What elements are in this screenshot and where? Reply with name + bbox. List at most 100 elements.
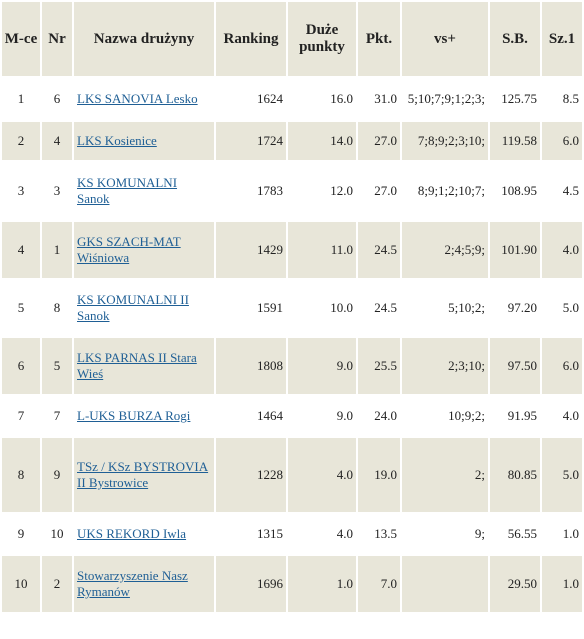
cell-big-points: 12.0 <box>288 162 356 220</box>
cell-nr: 1 <box>42 222 72 278</box>
cell-vs: 5;10;2; <box>402 280 488 336</box>
cell-points: 13.5 <box>358 514 400 554</box>
cell-sz1: 1.0 <box>542 556 582 612</box>
table-row: 5 8 KS KOMUNALNI II Sanok 1591 10.0 24.5… <box>2 280 582 336</box>
cell-place: 3 <box>2 162 40 220</box>
cell-vs: 2;4;5;9; <box>402 222 488 278</box>
table-row: 7 7 L-UKS BURZA Rogi 1464 9.0 24.0 10;9;… <box>2 396 582 436</box>
header-row: M-ce Nr Nazwa drużyny Ranking Duże punkt… <box>2 2 582 76</box>
cell-vs: 8;9;1;2;10;7; <box>402 162 488 220</box>
table-row: 6 5 LKS PARNAS II Stara Wieś 1808 9.0 25… <box>2 338 582 394</box>
cell-place: 6 <box>2 338 40 394</box>
cell-nr: 7 <box>42 396 72 436</box>
cell-points: 25.5 <box>358 338 400 394</box>
cell-points: 27.0 <box>358 122 400 160</box>
col-header-team: Nazwa drużyny <box>74 2 214 76</box>
cell-ranking: 1228 <box>216 438 286 512</box>
col-header-vs: vs+ <box>402 2 488 76</box>
cell-team: LKS SANOVIA Lesko <box>74 78 214 120</box>
cell-team: GKS SZACH-MAT Wiśniowa <box>74 222 214 278</box>
team-link[interactable]: LKS Kosienice <box>77 133 157 148</box>
cell-vs: 7;8;9;2;3;10; <box>402 122 488 160</box>
cell-nr: 10 <box>42 514 72 554</box>
cell-sb: 97.20 <box>490 280 540 336</box>
cell-ranking: 1724 <box>216 122 286 160</box>
cell-team: KS KOMUNALNI Sanok <box>74 162 214 220</box>
cell-sz1: 6.0 <box>542 122 582 160</box>
cell-points: 31.0 <box>358 78 400 120</box>
cell-big-points: 14.0 <box>288 122 356 160</box>
team-link[interactable]: KS KOMUNALNI II Sanok <box>77 292 189 323</box>
cell-big-points: 11.0 <box>288 222 356 278</box>
cell-vs: 2;3;10; <box>402 338 488 394</box>
cell-sb: 119.58 <box>490 122 540 160</box>
cell-nr: 4 <box>42 122 72 160</box>
table-row: 4 1 GKS SZACH-MAT Wiśniowa 1429 11.0 24.… <box>2 222 582 278</box>
cell-place: 9 <box>2 514 40 554</box>
cell-sb: 101.90 <box>490 222 540 278</box>
cell-sz1: 4.5 <box>542 162 582 220</box>
cell-sb: 56.55 <box>490 514 540 554</box>
table-row: 8 9 TSz / KSz BYSTROVIA II Bystrowice 12… <box>2 438 582 512</box>
cell-team: L-UKS BURZA Rogi <box>74 396 214 436</box>
cell-sz1: 5.0 <box>542 438 582 512</box>
cell-sz1: 4.0 <box>542 396 582 436</box>
cell-place: 5 <box>2 280 40 336</box>
cell-points: 24.5 <box>358 280 400 336</box>
table-row: 1 6 LKS SANOVIA Lesko 1624 16.0 31.0 5;1… <box>2 78 582 120</box>
cell-place: 8 <box>2 438 40 512</box>
cell-nr: 2 <box>42 556 72 612</box>
table-row: 2 4 LKS Kosienice 1724 14.0 27.0 7;8;9;2… <box>2 122 582 160</box>
cell-big-points: 9.0 <box>288 338 356 394</box>
cell-nr: 8 <box>42 280 72 336</box>
cell-sb: 80.85 <box>490 438 540 512</box>
team-link[interactable]: UKS REKORD Iwla <box>77 526 187 541</box>
col-header-nr: Nr <box>42 2 72 76</box>
cell-nr: 9 <box>42 438 72 512</box>
cell-sz1: 1.0 <box>542 514 582 554</box>
col-header-place: M-ce <box>2 2 40 76</box>
team-link[interactable]: Stowarzyszenie Nasz Rymanów <box>77 568 188 599</box>
cell-place: 7 <box>2 396 40 436</box>
cell-team: LKS Kosienice <box>74 122 214 160</box>
cell-sb: 29.50 <box>490 556 540 612</box>
cell-vs: 10;9;2; <box>402 396 488 436</box>
cell-ranking: 1315 <box>216 514 286 554</box>
cell-team: UKS REKORD Iwla <box>74 514 214 554</box>
team-link[interactable]: L-UKS BURZA Rogi <box>77 408 191 423</box>
cell-points: 24.0 <box>358 396 400 436</box>
cell-place: 2 <box>2 122 40 160</box>
cell-sb: 108.95 <box>490 162 540 220</box>
col-header-points: Pkt. <box>358 2 400 76</box>
cell-sb: 97.50 <box>490 338 540 394</box>
team-link[interactable]: TSz / KSz BYSTROVIA II Bystrowice <box>77 459 209 490</box>
col-header-ranking: Ranking <box>216 2 286 76</box>
cell-place: 10 <box>2 556 40 612</box>
col-header-big-points: Duże punkty <box>288 2 356 76</box>
col-header-sb: S.B. <box>490 2 540 76</box>
cell-nr: 5 <box>42 338 72 394</box>
cell-vs: 9; <box>402 514 488 554</box>
cell-vs <box>402 556 488 612</box>
cell-sb: 91.95 <box>490 396 540 436</box>
team-link[interactable]: LKS PARNAS II Stara Wieś <box>77 350 197 381</box>
cell-vs: 5;10;7;9;1;2;3; <box>402 78 488 120</box>
team-link[interactable]: GKS SZACH-MAT Wiśniowa <box>77 234 181 265</box>
team-link[interactable]: KS KOMUNALNI Sanok <box>77 175 178 206</box>
cell-sb: 125.75 <box>490 78 540 120</box>
cell-team: TSz / KSz BYSTROVIA II Bystrowice <box>74 438 214 512</box>
cell-sz1: 5.0 <box>542 280 582 336</box>
cell-nr: 3 <box>42 162 72 220</box>
cell-sz1: 8.5 <box>542 78 582 120</box>
cell-big-points: 4.0 <box>288 514 356 554</box>
cell-sz1: 6.0 <box>542 338 582 394</box>
cell-team: LKS PARNAS II Stara Wieś <box>74 338 214 394</box>
cell-sz1: 4.0 <box>542 222 582 278</box>
cell-place: 4 <box>2 222 40 278</box>
col-header-sz1: Sz.1 <box>542 2 582 76</box>
cell-ranking: 1808 <box>216 338 286 394</box>
cell-points: 7.0 <box>358 556 400 612</box>
cell-team: Stowarzyszenie Nasz Rymanów <box>74 556 214 612</box>
cell-big-points: 10.0 <box>288 280 356 336</box>
team-link[interactable]: LKS SANOVIA Lesko <box>77 91 198 106</box>
